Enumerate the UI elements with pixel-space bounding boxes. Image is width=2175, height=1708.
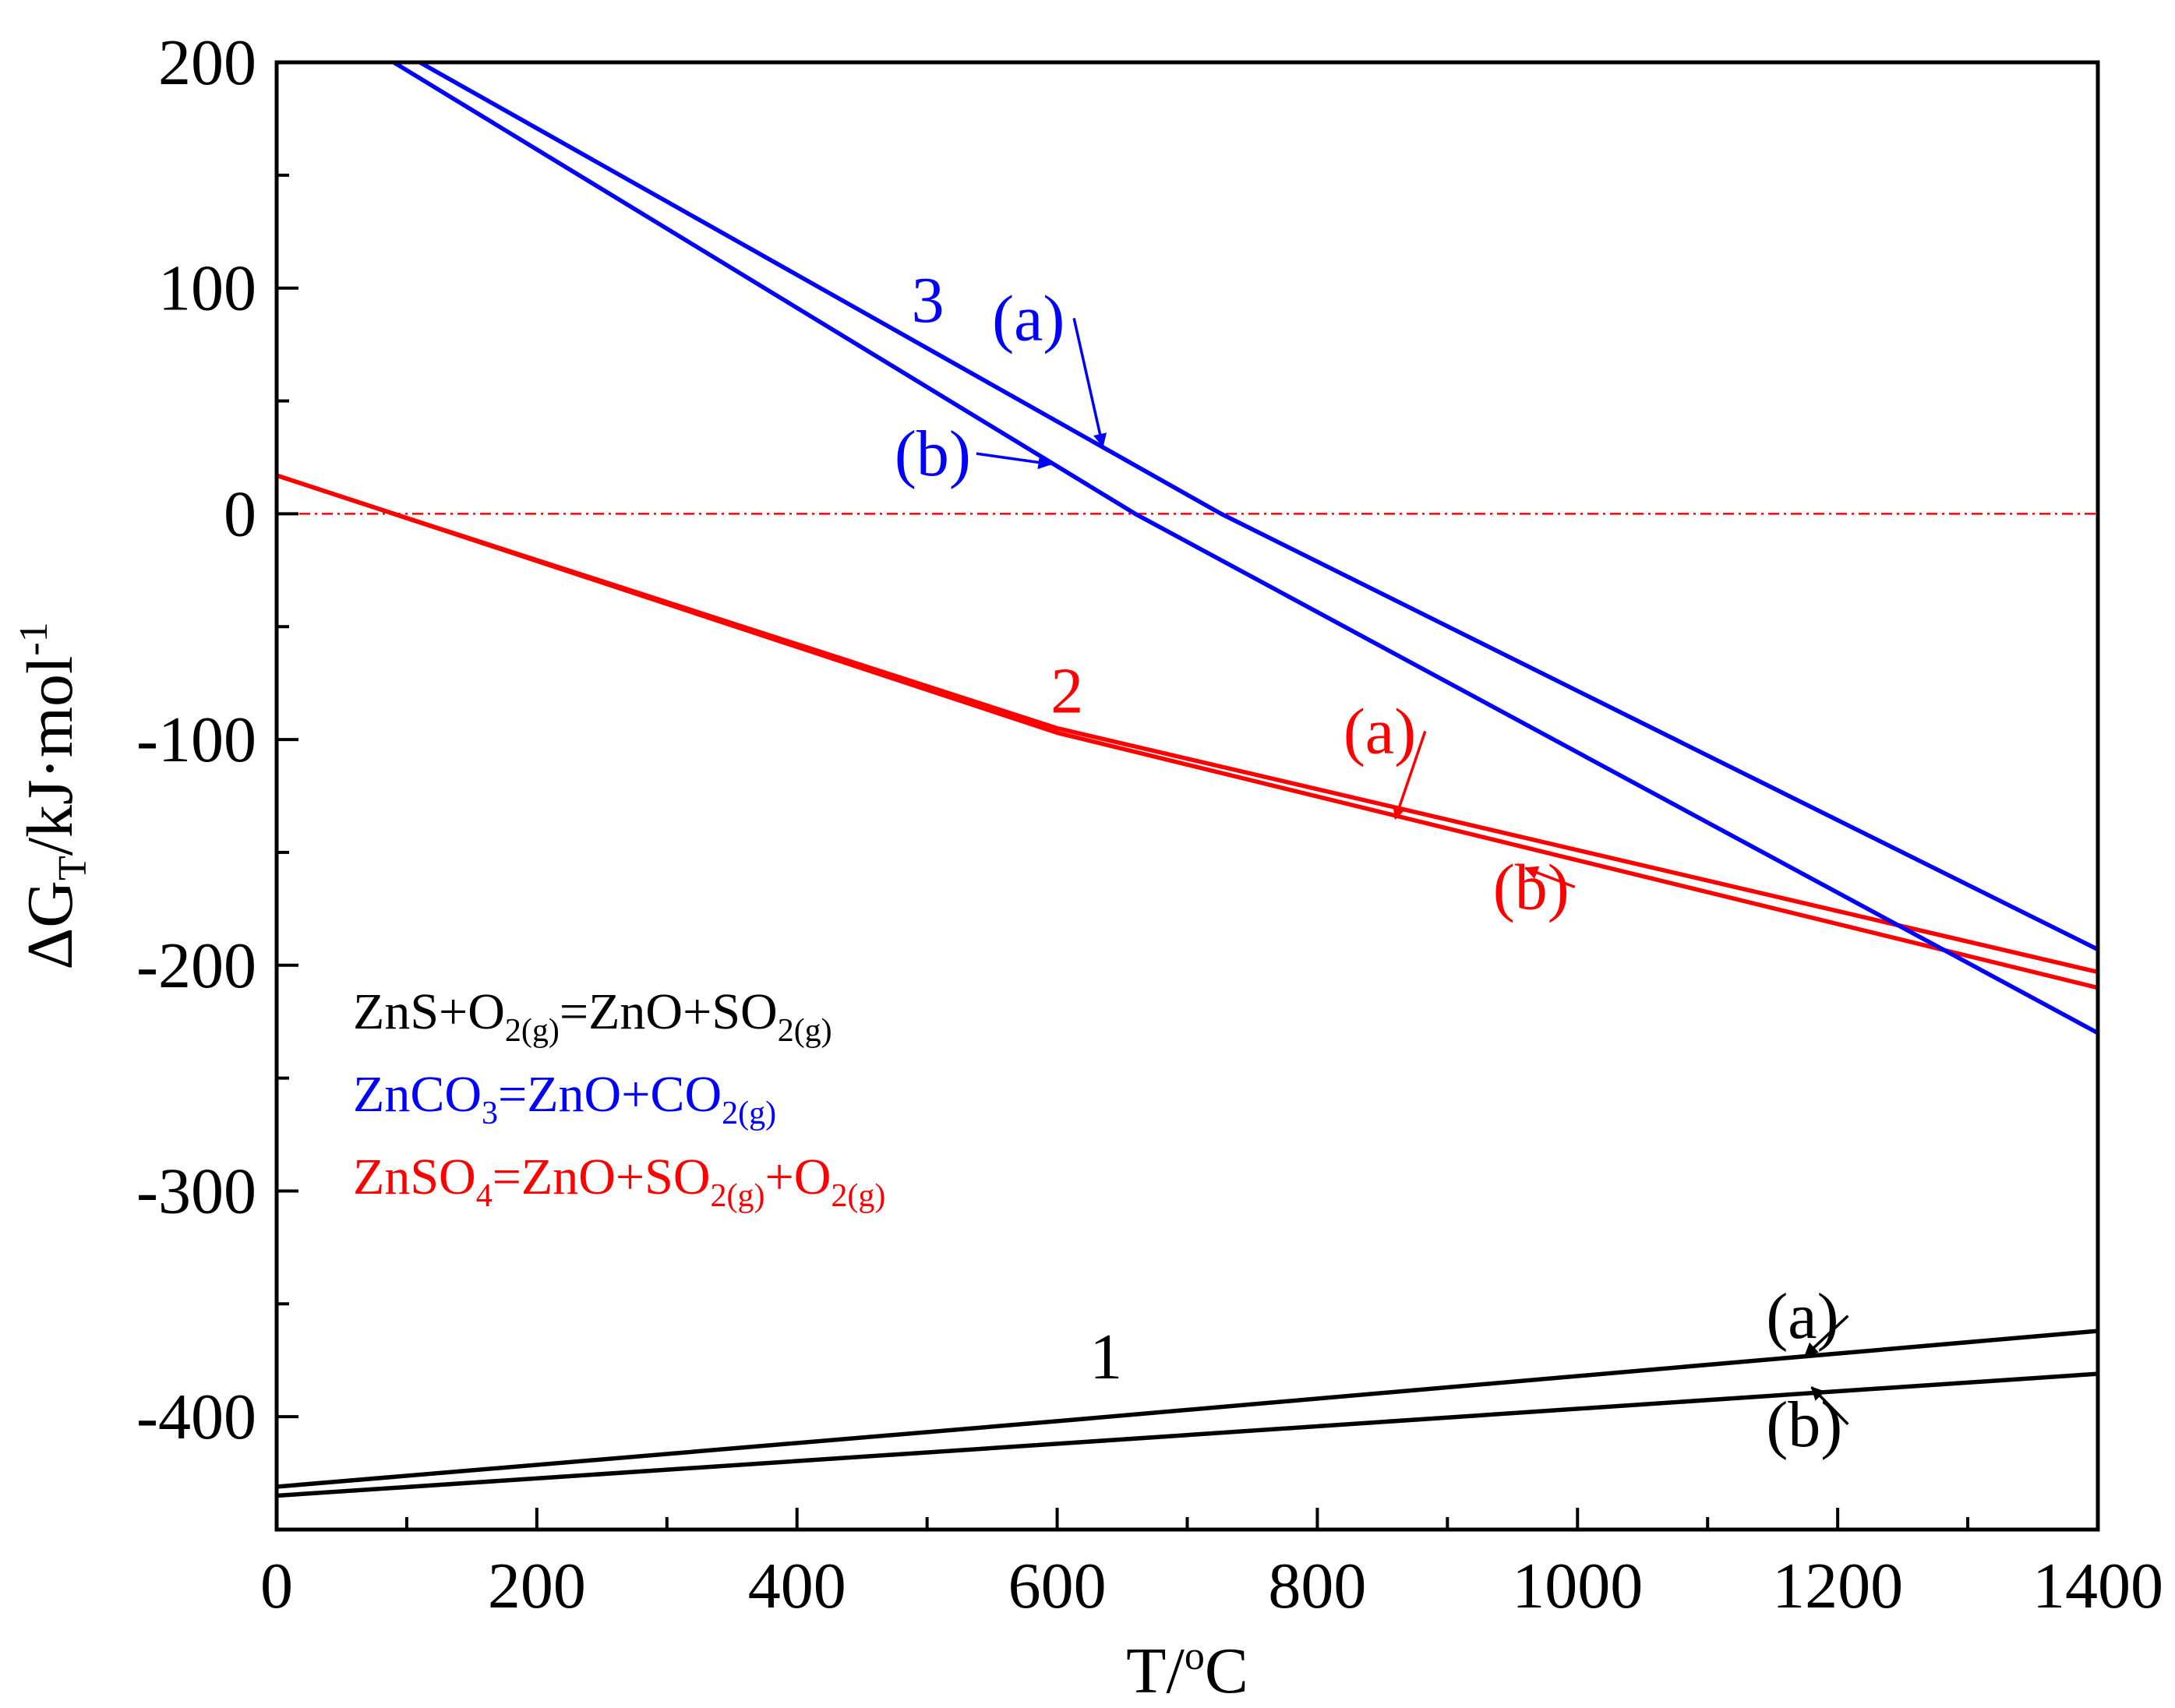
x-tick-label: 1200 — [1772, 1550, 1903, 1622]
annotation-label: 1 — [1089, 1321, 1122, 1393]
legend-text: =ZnO+SO — [493, 1149, 711, 1205]
annotation-label: (b) — [1493, 851, 1569, 923]
x-axis-title: T/oC — [1126, 1634, 1248, 1707]
axis-labels: T/oC ΔGT/kJ·mol-1 — [12, 622, 1248, 1707]
y-axis-title-mid: /kJ·mol — [14, 656, 87, 856]
y-tick-label: -400 — [136, 1381, 256, 1453]
annotation-label: 2 — [1050, 655, 1083, 727]
series-line-1b — [277, 1371, 2098, 1498]
annotation-arrow — [1072, 317, 1107, 448]
x-tick-label: 400 — [748, 1550, 846, 1622]
legend-subscript: 2(g) — [831, 1178, 885, 1214]
legend-entry: ZnSO4=ZnO+SO2(g)+O2(g) — [353, 1149, 885, 1214]
legend-text: ZnS+O — [353, 983, 505, 1040]
x-axis-title-tail: C — [1205, 1635, 1248, 1707]
annotation-label: (b) — [1766, 1389, 1842, 1461]
annotation-arrow — [1524, 866, 1576, 888]
annotation-layer: 1 (a) (b) 2 (a) (b) 3 (a) (b) — [895, 264, 1849, 1461]
x-tick-label: 1000 — [1512, 1550, 1643, 1622]
y-axis-title-pre: ΔG — [14, 880, 87, 970]
annotation-label: (a) — [992, 282, 1065, 355]
series-line-2b — [277, 473, 2098, 990]
legend-subscript: 2(g) — [710, 1178, 764, 1214]
annotation-arrow — [1393, 730, 1427, 820]
legend-entry: ZnS+O2(g)=ZnO+SO2(g) — [353, 983, 832, 1049]
annotation-label: (a) — [1766, 1280, 1838, 1353]
x-axis-title-sup: o — [1185, 1634, 1205, 1678]
y-tick-label: -300 — [136, 1155, 256, 1227]
series-line-2a — [277, 473, 2098, 975]
legend-text: =ZnO+CO — [498, 1066, 722, 1123]
y-tick-label: 100 — [158, 252, 256, 325]
x-tick-label: 800 — [1268, 1550, 1366, 1622]
legend-subscript: 2(g) — [778, 1013, 832, 1049]
legend: ZnS+O2(g)=ZnO+SO2(g)ZnCO3=ZnO+CO2(g)ZnSO… — [353, 983, 885, 1214]
x-tick-label: 1400 — [2032, 1550, 2163, 1622]
legend-text: ZnCO — [353, 1066, 482, 1123]
annotation-arrow — [976, 452, 1052, 470]
x-tick-label: 0 — [260, 1550, 293, 1622]
legend-subscript: 2(g) — [505, 1013, 560, 1049]
annotation-label: 3 — [912, 264, 945, 337]
y-axis-title: ΔGT/kJ·mol-1 — [12, 622, 95, 969]
series-layer — [277, 62, 2098, 1498]
legend-subscript: 4 — [476, 1178, 493, 1214]
series-line-3a — [418, 62, 2098, 951]
annotation-label: (a) — [1343, 695, 1416, 768]
y-tick-label: 0 — [224, 478, 256, 550]
axes-layer: 0 200 400 600 800 1000 1200 14002001000-100-200… — [136, 26, 2163, 1622]
legend-entry: ZnCO3=ZnO+CO2(g) — [353, 1066, 776, 1131]
legend-text: =ZnO+SO — [560, 983, 778, 1040]
x-tick-label: 600 — [1008, 1550, 1107, 1622]
series-line-3b — [392, 62, 2098, 1036]
y-axis-title-sub: T — [51, 856, 95, 880]
y-axis-title-group: ΔGT/kJ·mol-1 — [12, 622, 95, 969]
y-tick-label: -100 — [136, 704, 256, 776]
legend-subscript: 3 — [482, 1096, 498, 1131]
annotation-arrow — [1804, 1315, 1849, 1357]
x-tick-label: 200 — [488, 1550, 586, 1622]
legend-text: +O — [764, 1149, 831, 1205]
annotation-arrow — [1810, 1386, 1849, 1426]
y-tick-label: -200 — [136, 930, 256, 1002]
x-axis-title-base: T/ — [1126, 1635, 1185, 1707]
y-tick-label: 200 — [158, 26, 256, 99]
legend-text: ZnSO — [353, 1149, 476, 1205]
series-line-1a — [277, 1329, 2098, 1489]
annotation-label: (b) — [895, 418, 971, 490]
legend-subscript: 2(g) — [722, 1096, 776, 1131]
y-axis-title-sup: -1 — [12, 622, 56, 655]
